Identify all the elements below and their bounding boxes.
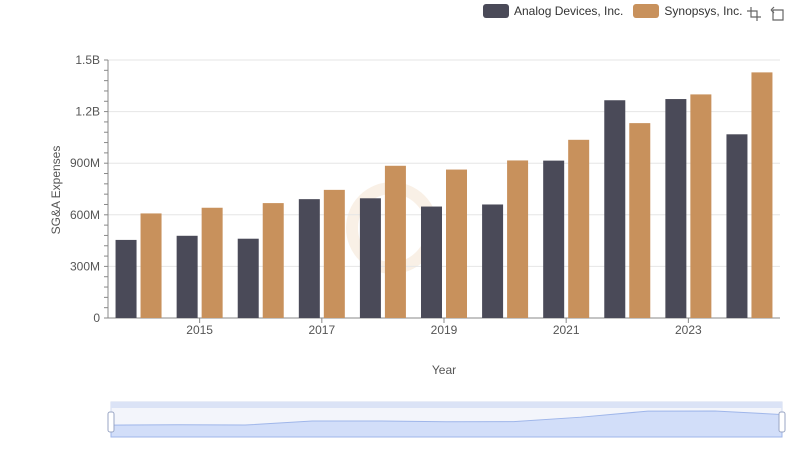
bar-synopsys-2018[interactable]	[384, 165, 406, 318]
datazoom-handle-right[interactable]	[778, 411, 786, 433]
bar-synopsys-2019[interactable]	[446, 169, 467, 318]
legend-swatch-analog-devices	[483, 4, 509, 18]
bar-analog-devices-2024[interactable]	[726, 134, 748, 318]
bar-analog-devices-2014[interactable]	[115, 239, 137, 318]
toolbox	[746, 6, 786, 22]
datazoom-top-bar[interactable]	[111, 402, 782, 408]
y-tick-label: 300M	[70, 259, 100, 273]
bar-analog-devices-2019[interactable]	[421, 206, 442, 318]
x-tick-label: 2017	[308, 323, 335, 337]
bar-synopsys-2023[interactable]	[690, 94, 712, 319]
legend-label-analog-devices: Analog Devices, Inc.	[514, 4, 624, 18]
restore-icon[interactable]	[770, 6, 786, 22]
datazoom-preview-area	[110, 410, 783, 438]
bar-synopsys-2014[interactable]	[140, 213, 162, 318]
bar-synopsys-2016[interactable]	[262, 203, 284, 318]
bar-synopsys-2017[interactable]	[323, 189, 345, 318]
bar-analog-devices-2015[interactable]	[176, 235, 198, 318]
legend-swatch-synopsys	[633, 4, 660, 18]
y-tick-label: 1.2B	[75, 105, 100, 119]
bar-synopsys-2022[interactable]	[629, 123, 651, 319]
bar-synopsys-2020[interactable]	[507, 160, 529, 318]
bar-analog-devices-2017[interactable]	[298, 199, 320, 318]
legend-label-synopsys: Synopsys, Inc.	[664, 4, 743, 18]
x-tick-label: 2023	[675, 323, 702, 337]
y-tick-label: 1.5B	[75, 53, 100, 67]
bar-synopsys-2021[interactable]	[568, 139, 590, 318]
bar-synopsys-2024[interactable]	[751, 72, 773, 318]
x-tick-label: 2019	[431, 323, 458, 337]
y-tick-label: 0	[93, 311, 100, 325]
bar-synopsys-2015[interactable]	[201, 207, 223, 318]
bar-analog-devices-2022[interactable]	[604, 100, 626, 318]
y-tick-label: 900M	[70, 156, 100, 170]
bar-analog-devices-2021[interactable]	[543, 160, 565, 318]
x-tick-label: 2021	[553, 323, 580, 337]
legend: Analog Devices, Inc. Synopsys, Inc.	[483, 4, 742, 18]
bar-analog-devices-2018[interactable]	[359, 198, 381, 318]
bar-analog-devices-2016[interactable]	[237, 238, 259, 318]
y-axis-title: SG&A Expenses	[49, 146, 63, 235]
y-tick-label: 600M	[70, 208, 100, 222]
zoom-icon[interactable]	[746, 6, 762, 22]
legend-item-synopsys[interactable]: Synopsys, Inc.	[633, 4, 742, 18]
x-axis-title: Year	[432, 363, 456, 377]
bar-analog-devices-2020[interactable]	[482, 204, 504, 318]
bar-analog-devices-2023[interactable]	[665, 99, 687, 318]
datazoom-handle-left[interactable]	[107, 411, 115, 433]
x-tick-label: 2015	[186, 323, 213, 337]
legend-item-analog-devices[interactable]: Analog Devices, Inc.	[483, 4, 623, 18]
